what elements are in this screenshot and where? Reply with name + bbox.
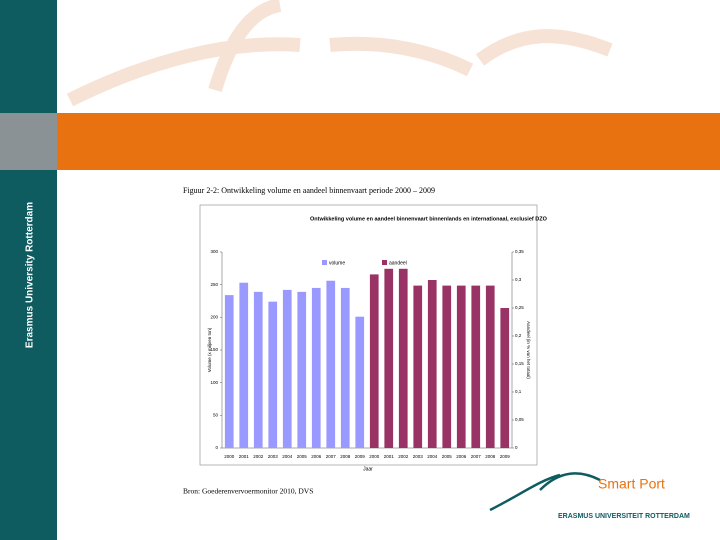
legend-label: aandeel bbox=[389, 260, 407, 266]
y-axis-label: Volume (x miljoen ton) bbox=[207, 327, 212, 372]
sidebar bbox=[0, 0, 57, 540]
bar bbox=[471, 285, 481, 448]
bar bbox=[398, 268, 408, 448]
y2-tick-label: 0,1 bbox=[515, 389, 522, 394]
y2-tick-label: 0,2 bbox=[515, 333, 522, 338]
x-tick-label: 2004 bbox=[427, 454, 438, 459]
y2-tick-label: 0,3 bbox=[515, 277, 522, 282]
x-tick-label: 2000 bbox=[224, 454, 235, 459]
bar bbox=[268, 301, 278, 448]
logo-text: Smart Port bbox=[598, 476, 665, 492]
x-tick-label: 2006 bbox=[311, 454, 322, 459]
x-tick-label: 2000 bbox=[369, 454, 380, 459]
bar bbox=[369, 274, 379, 448]
y2-tick-label: 0,35 bbox=[515, 249, 524, 254]
bar bbox=[297, 291, 307, 448]
figure-caption: Figuur 2-2: Ontwikkeling volume en aande… bbox=[183, 186, 435, 195]
logo-subtext: ERASMUS UNIVERSITEIT ROTTERDAM bbox=[558, 513, 690, 520]
chart-title: Ontwikkeling volume en aandeel binnenvaa… bbox=[310, 216, 548, 222]
x-tick-label: 2002 bbox=[398, 454, 409, 459]
x-tick-label: 2009 bbox=[500, 454, 511, 459]
y-tick-label: 200 bbox=[210, 315, 218, 320]
y2-tick-label: 0,05 bbox=[515, 417, 524, 422]
orange-band bbox=[57, 113, 720, 170]
x-tick-label: 2008 bbox=[340, 454, 351, 459]
y2-axis-label: Aandeel (in % van het totaal) bbox=[526, 321, 531, 379]
bar bbox=[355, 316, 365, 448]
x-tick-label: 2002 bbox=[253, 454, 264, 459]
x-tick-label: 2007 bbox=[326, 454, 337, 459]
x-tick-label: 2005 bbox=[442, 454, 453, 459]
x-axis-label: Jaar bbox=[363, 466, 373, 472]
y2-tick-label: 0,15 bbox=[515, 361, 524, 366]
x-tick-label: 2007 bbox=[471, 454, 482, 459]
x-tick-label: 2008 bbox=[485, 454, 496, 459]
y-tick-label: 0 bbox=[215, 445, 218, 450]
x-tick-label: 2001 bbox=[239, 454, 250, 459]
y-tick-label: 100 bbox=[210, 380, 218, 385]
y-tick-label: 150 bbox=[210, 347, 218, 352]
bar bbox=[253, 291, 263, 448]
bar bbox=[500, 308, 510, 448]
legend-swatch bbox=[382, 260, 387, 265]
x-tick-label: 2003 bbox=[413, 454, 424, 459]
y2-tick-label: 0,25 bbox=[515, 305, 524, 310]
y-tick-label: 300 bbox=[210, 249, 218, 254]
bar bbox=[239, 282, 249, 448]
x-tick-label: 2001 bbox=[384, 454, 395, 459]
bar bbox=[326, 280, 336, 448]
y-tick-label: 250 bbox=[210, 282, 218, 287]
logo-watermark bbox=[66, 0, 613, 107]
x-tick-label: 2004 bbox=[282, 454, 293, 459]
photo bbox=[0, 113, 57, 170]
bar bbox=[311, 287, 321, 448]
bar bbox=[224, 295, 234, 448]
legend-swatch bbox=[322, 260, 327, 265]
x-tick-label: 2006 bbox=[456, 454, 467, 459]
x-tick-label: 2005 bbox=[297, 454, 308, 459]
bar bbox=[485, 285, 495, 448]
bar bbox=[456, 285, 466, 448]
bar bbox=[442, 285, 452, 448]
bar bbox=[413, 285, 423, 448]
bar bbox=[427, 280, 437, 448]
y2-tick-label: 0 bbox=[515, 445, 518, 450]
y-tick-label: 50 bbox=[213, 413, 219, 418]
sidebar-text: Erasmus University Rotterdam bbox=[25, 202, 36, 348]
x-tick-label: 2003 bbox=[268, 454, 279, 459]
legend-label: volume bbox=[329, 260, 345, 266]
source: Bron: Goederenvervoermonitor 2010, DVS bbox=[183, 487, 313, 496]
bar bbox=[384, 268, 394, 448]
logo-mark bbox=[489, 472, 601, 512]
bar bbox=[340, 287, 350, 448]
x-tick-label: 2009 bbox=[355, 454, 366, 459]
bar bbox=[282, 289, 292, 448]
